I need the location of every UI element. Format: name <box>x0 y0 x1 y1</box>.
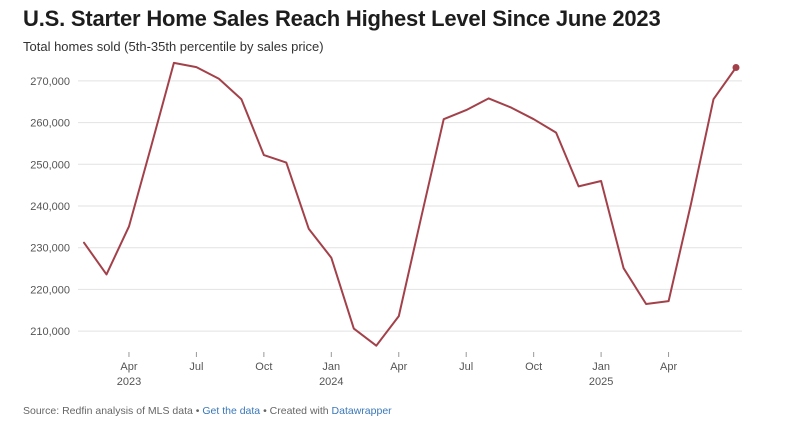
x-tick-label: Oct <box>255 361 272 373</box>
y-tick-label: 210,000 <box>30 326 70 338</box>
x-tick-label: Jul <box>189 361 203 373</box>
x-tick-label: Apr <box>660 361 677 373</box>
y-tick-label: 260,000 <box>30 118 70 130</box>
x-tick-label: Apr <box>390 361 407 373</box>
created-with-text: Created with <box>269 405 332 417</box>
last-point-marker <box>732 64 740 72</box>
gridlines <box>78 80 742 332</box>
y-tick-label: 270,000 <box>30 76 70 88</box>
y-tick-label: 250,000 <box>30 159 70 171</box>
x-tick-year-label: 2025 <box>589 376 613 388</box>
y-tick-label: 240,000 <box>30 201 70 213</box>
footer-separator: • <box>260 405 270 417</box>
chart-title: U.S. Starter Home Sales Reach Highest Le… <box>23 6 661 31</box>
x-tick-label: Apr <box>120 361 137 373</box>
x-tick-year-label: 2024 <box>319 376 343 388</box>
x-tick-label: Jan <box>322 361 340 373</box>
source-text: Source: Redfin analysis of MLS data <box>23 405 193 417</box>
x-tick-label: Oct <box>525 361 542 373</box>
y-tick-label: 230,000 <box>30 243 70 255</box>
datawrapper-link[interactable]: Datawrapper <box>331 405 392 417</box>
y-tick-label: 220,000 <box>30 284 70 296</box>
series-line <box>83 61 737 347</box>
x-tick-year-label: 2023 <box>117 376 141 388</box>
x-axis-ticks: Apr 2023 Jul Oct Jan 2024 Apr Jul Oct Jan 2025 Apr <box>117 352 677 388</box>
x-tick-label: Jan <box>592 361 610 373</box>
chart-subtitle: Total homes sold (5th-35th percentile by… <box>23 39 324 54</box>
chart-footer: Source: Redfin analysis of MLS data • Ge… <box>23 405 392 417</box>
y-axis-ticks: 210,000 220,000 230,000 240,000 250,000 260,0… <box>30 76 70 338</box>
x-tick-label: Jul <box>459 361 473 373</box>
series-layer <box>83 61 740 347</box>
get-data-link[interactable]: Get the data <box>202 405 261 417</box>
footer-separator: • <box>192 405 203 417</box>
